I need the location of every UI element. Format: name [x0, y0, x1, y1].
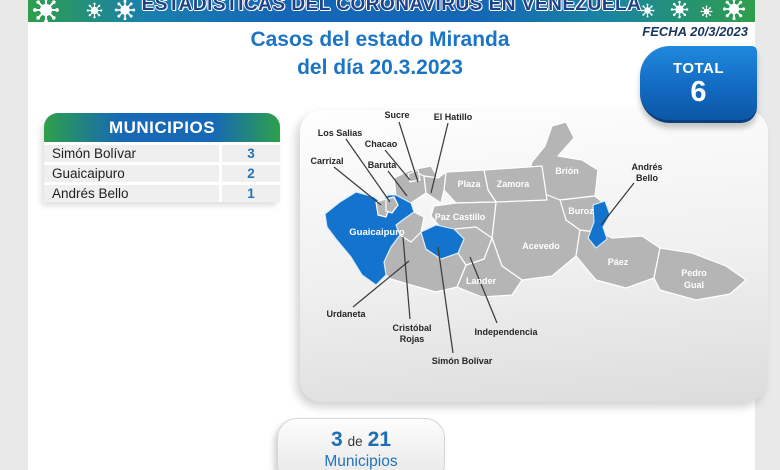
callout-label-carrizal: Carrizal: [310, 156, 343, 166]
callout-label-los-salias: Los Salias: [318, 128, 363, 138]
virus-icon: [114, 0, 136, 21]
summary-count: 3: [330, 428, 343, 451]
municipality-name: Simón Bolívar: [44, 145, 219, 162]
region-simon-bolivar-highlighted: [420, 224, 465, 260]
callout-label-simon-bolivar: Simón Bolívar: [432, 356, 493, 366]
region-el-hatillo: [423, 171, 447, 204]
municipios-table: MUNICIPIOS Simón Bolívar 3 Guaicaipuro 2…: [44, 113, 280, 202]
municipality-name: Andrés Bello: [44, 185, 219, 202]
region-andres-bello-highlighted: [587, 200, 611, 249]
summary-ratio: 3 de 21: [331, 428, 391, 452]
callout-label-cristobal-rojas: Cristóbal: [392, 323, 431, 333]
callout-label-baruta: Baruta: [368, 160, 398, 170]
municipality-cases: 1: [222, 185, 280, 202]
table-row: Andrés Bello 1: [44, 185, 280, 202]
municipality-cases: 2: [222, 165, 280, 182]
region-label-paz-castillo: Paz Castillo: [435, 212, 486, 222]
callout-line-sucre: [398, 121, 419, 183]
municipality-name: Guaicaipuro: [44, 165, 219, 182]
region-label-pedro-gual: Pedro: [681, 268, 707, 278]
callout-line-simon-bolivar: [437, 246, 454, 354]
region-label-lander: Lander: [466, 276, 497, 286]
region-pedro-gual: [653, 247, 747, 301]
page-title-line2: del día 20.3.2023: [297, 56, 463, 79]
callout-line-los-salias: [345, 138, 391, 203]
miranda-municipalities-map: Plaza Zamora Brión Buroz Paz Castillo Ac…: [310, 110, 747, 366]
municipios-table-header: MUNICIPIOS: [44, 113, 280, 142]
summary-connector: de: [347, 434, 363, 449]
region-label-guaicaipuro: Guaicaipuro: [349, 227, 405, 238]
summary-label: Municipios: [324, 453, 398, 470]
virus-icon: [32, 0, 60, 22]
summary-total: 21: [367, 428, 392, 451]
callout-label-urdaneta: Urdaneta: [326, 309, 366, 319]
callout-line-el-hatillo: [430, 122, 449, 194]
region-label-paez: Páez: [608, 257, 629, 267]
callout-line-chacao: [384, 149, 411, 181]
callout-line-baruta: [387, 170, 408, 197]
callout-label-independencia: Independencia: [474, 327, 538, 337]
region-label-plaza: Plaza: [457, 179, 481, 189]
page-title: Casos del estado Miranda del día 20.3.20…: [60, 26, 700, 82]
total-value: 6: [690, 75, 707, 108]
top-banner: ESTADÍSTICAS DEL CORONAVIRUS EN VENEZUEL…: [28, 0, 755, 22]
virus-icon: [86, 2, 103, 19]
miranda-map-card: Plaza Zamora Brión Buroz Paz Castillo Ac…: [300, 110, 768, 402]
callout-line-urdaneta: [352, 260, 410, 308]
callout-label-cristobal-rojas: Rojas: [400, 334, 425, 344]
callout-label-andres-bello: Bello: [636, 173, 659, 183]
region-label-buroz: Buroz: [568, 206, 594, 216]
municipality-count-summary: 3 de 21 Municipios: [277, 418, 445, 470]
virus-icon: [700, 5, 713, 18]
callout-label-el-hatillo: El Hatillo: [434, 112, 473, 122]
region-label-zamora: Zamora: [497, 179, 531, 189]
callout-line-cristobal-rojas: [402, 236, 411, 320]
virus-icon: [640, 3, 655, 18]
callout-label-chacao: Chacao: [365, 139, 398, 149]
date-label: FECHA 20/3/2023: [642, 24, 748, 39]
region-guaicaipuro-highlighted: [324, 191, 415, 286]
region-label-pedro-gual: Gual: [684, 280, 704, 290]
callout-line-carrizal: [333, 166, 382, 206]
banner-title: ESTADÍSTICAS DEL CORONAVIRUS EN VENEZUEL…: [141, 0, 642, 15]
callout-label-andres-bello: Andrés: [631, 162, 662, 172]
region-label-acevedo: Acevedo: [522, 241, 560, 251]
page-title-line1: Casos del estado Miranda: [250, 28, 510, 51]
total-label: TOTAL: [672, 59, 725, 77]
callout-line-independencia: [469, 256, 498, 324]
callout-line-andres-bello: [600, 182, 635, 226]
callout-label-sucre: Sucre: [384, 110, 409, 120]
total-cases-badge: TOTAL 6: [640, 46, 757, 123]
table-row: Guaicaipuro 2: [44, 165, 280, 182]
virus-icon: [670, 0, 689, 19]
virus-icon: [722, 0, 746, 21]
region-label-brion: Brión: [555, 166, 579, 176]
table-row: Simón Bolívar 3: [44, 145, 280, 162]
municipality-cases: 3: [222, 145, 280, 162]
